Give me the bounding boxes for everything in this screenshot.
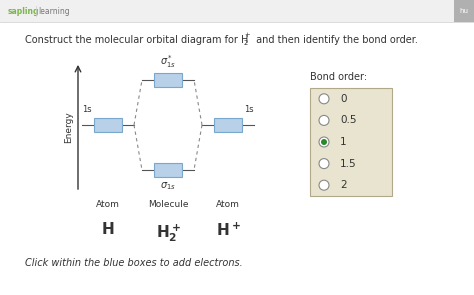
- Text: 1: 1: [340, 137, 346, 147]
- Bar: [0, 0, 474, 22]
- Text: learning: learning: [38, 6, 70, 16]
- Text: 1.5: 1.5: [340, 159, 356, 169]
- Circle shape: [321, 139, 327, 145]
- Text: $\mathbf{H^+}$: $\mathbf{H^+}$: [216, 222, 240, 239]
- Text: Atom: Atom: [96, 200, 120, 209]
- Circle shape: [319, 159, 329, 169]
- Text: Molecule: Molecule: [148, 200, 188, 209]
- Text: Bond order:: Bond order:: [310, 72, 367, 82]
- Text: 1s: 1s: [82, 105, 92, 114]
- Bar: [310, 88, 392, 196]
- Text: H: H: [101, 222, 114, 237]
- Bar: [154, 73, 182, 87]
- Text: 0.5: 0.5: [340, 115, 356, 125]
- Text: sapling: sapling: [8, 6, 39, 16]
- Text: Atom: Atom: [216, 200, 240, 209]
- Text: and then identify the bond order.: and then identify the bond order.: [253, 35, 418, 45]
- Text: Construct the molecular orbital diagram for H: Construct the molecular orbital diagram …: [25, 35, 248, 45]
- Text: $\sigma^*_{1s}$: $\sigma^*_{1s}$: [160, 53, 176, 70]
- Text: $\mathbf{H_2^+}$: $\mathbf{H_2^+}$: [155, 222, 181, 244]
- Bar: [94, 118, 122, 132]
- Text: Energy: Energy: [64, 111, 73, 143]
- Circle shape: [319, 180, 329, 190]
- Text: 1s: 1s: [244, 105, 254, 114]
- Circle shape: [319, 115, 329, 125]
- Circle shape: [319, 137, 329, 147]
- Text: Click within the blue boxes to add electrons.: Click within the blue boxes to add elect…: [25, 258, 243, 268]
- Text: $_2^+$: $_2^+$: [243, 32, 251, 48]
- Bar: [154, 163, 182, 177]
- Text: $\sigma_{1s}$: $\sigma_{1s}$: [160, 180, 176, 192]
- Bar: [214, 118, 242, 132]
- Circle shape: [319, 94, 329, 104]
- Text: hu: hu: [459, 8, 468, 14]
- Text: 0: 0: [340, 94, 346, 104]
- Bar: [454, 0, 474, 22]
- Text: 2: 2: [340, 180, 346, 190]
